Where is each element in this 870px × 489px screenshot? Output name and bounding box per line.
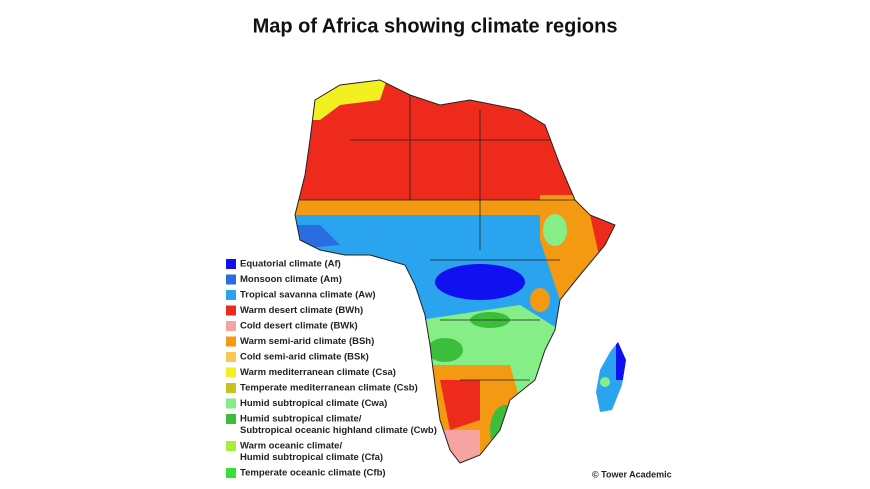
- madagascar: [596, 342, 626, 412]
- legend-label: Monsoon climate (Am): [240, 274, 342, 285]
- legend-item: Humid subtropical climate/Subtropical oc…: [226, 414, 437, 436]
- legend-swatch: [226, 367, 236, 378]
- legend-label: Warm mediterranean climate (Csa): [240, 367, 396, 378]
- legend-label: Warm semi-arid climate (BSh): [240, 336, 374, 347]
- legend-label: Humid subtropical climate/: [240, 414, 362, 425]
- legend-swatch: [226, 259, 236, 269]
- legend-swatch: [226, 290, 236, 300]
- africa-outline: [294, 79, 616, 464]
- legend-item: Equatorial climate (Af): [226, 259, 341, 270]
- legend-label: Cold semi-arid climate (BSk): [240, 352, 369, 363]
- legend-label: Temperate oceanic climate (Cfb): [240, 468, 386, 479]
- legend-swatch: [226, 383, 236, 393]
- legend-item: Warm semi-arid climate (BSh): [226, 336, 374, 347]
- legend-label: Humid subtropical climate (Cwa): [240, 398, 387, 409]
- legend-item: Temperate oceanic climate (Cfb): [226, 468, 386, 479]
- legend-item: Warm oceanic climate/Humid subtropical c…: [226, 441, 383, 463]
- legend-item: Cold semi-arid climate (BSk): [226, 352, 369, 363]
- legend-item: Monsoon climate (Am): [226, 274, 342, 285]
- legend-item: Cold desert climate (BWk): [226, 321, 358, 332]
- legend-item: Humid subtropical climate (Cwa): [226, 398, 387, 409]
- africa-map: [295, 80, 615, 463]
- legend-swatch: [226, 274, 236, 285]
- legend-label: Cold desert climate (BWk): [240, 321, 358, 332]
- legend-label: Humid subtropical climate (Cfa): [240, 452, 383, 463]
- legend-label: Temperate mediterranean climate (Csb): [240, 383, 418, 394]
- map-title: Map of Africa showing climate regions: [253, 15, 618, 37]
- legend-swatch: [226, 321, 236, 331]
- legend-swatch: [226, 414, 236, 424]
- credit: © Tower Academic: [592, 469, 672, 479]
- legend-swatch: [226, 336, 236, 347]
- legend-label: Warm oceanic climate/: [240, 441, 342, 452]
- legend-swatch: [226, 352, 236, 362]
- legend-label: Subtropical oceanic highland climate (Cw…: [240, 425, 437, 436]
- legend-swatch: [226, 468, 236, 478]
- legend-swatch: [226, 441, 236, 451]
- legend-swatch: [226, 398, 236, 409]
- legend-label: Equatorial climate (Af): [240, 259, 341, 270]
- legend: Equatorial climate (Af) Monsoon climate (…: [226, 259, 437, 479]
- legend-item: Temperate mediterranean climate (Csb): [226, 383, 418, 394]
- legend-label: Warm desert climate (BWh): [240, 305, 363, 316]
- legend-item: Warm desert climate (BWh): [226, 305, 363, 316]
- legend-label: Tropical savanna climate (Aw): [240, 290, 376, 301]
- legend-item: Warm mediterranean climate (Csa): [226, 367, 396, 378]
- legend-swatch: [226, 305, 236, 316]
- legend-item: Tropical savanna climate (Aw): [226, 290, 376, 301]
